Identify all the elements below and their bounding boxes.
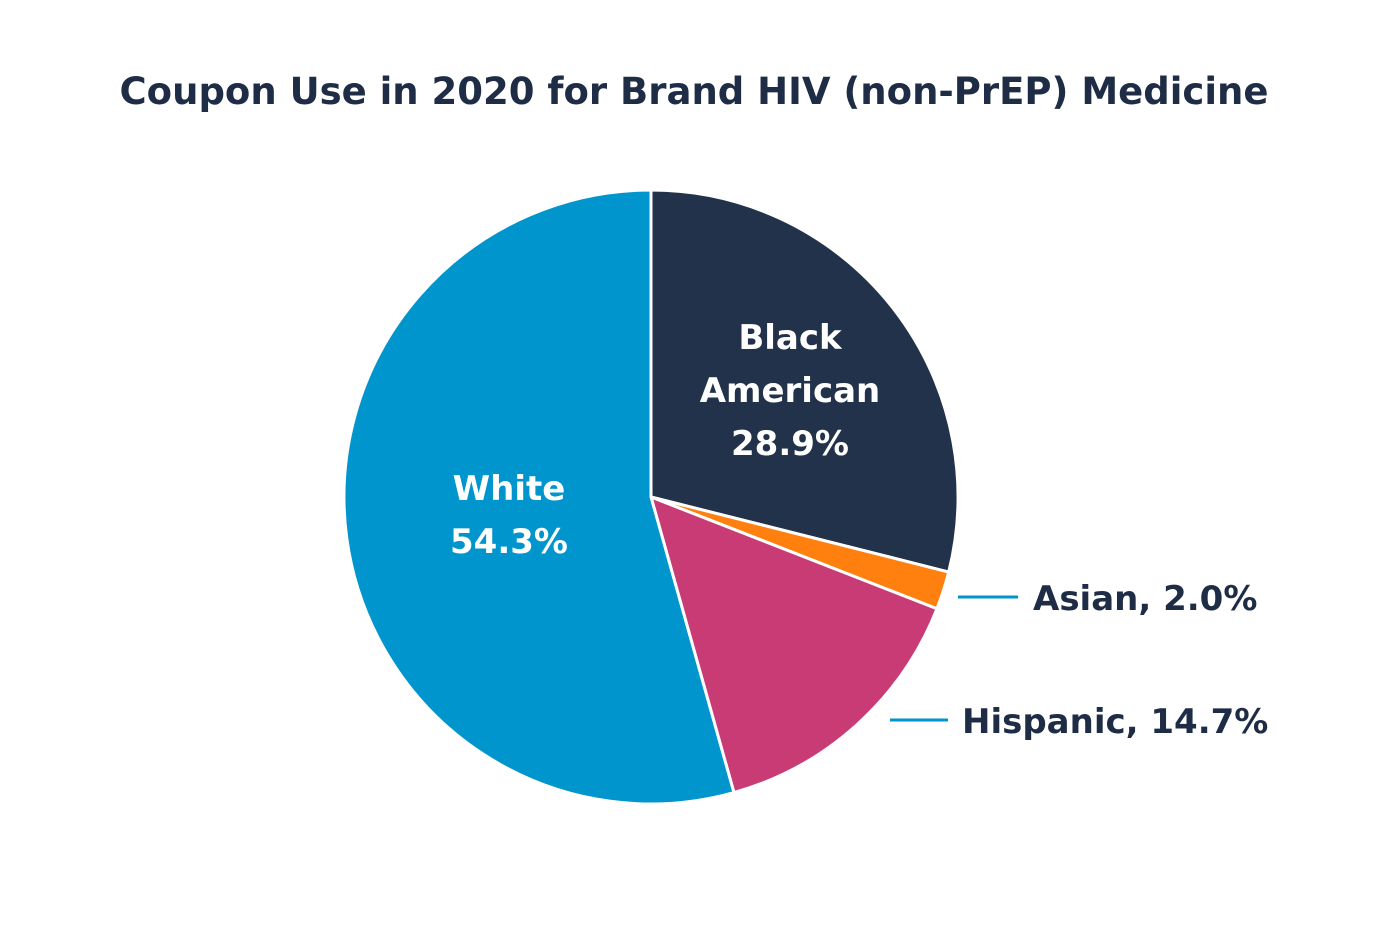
pie-slice-black-american xyxy=(649,188,960,574)
pie-slices xyxy=(342,188,960,806)
pie-slice-white xyxy=(342,188,736,806)
slice-labels: Black American 28.9% Asian, 2.0% Hispanic, 1… xyxy=(450,318,1268,742)
slice-label-black-american: Black American 28.9% xyxy=(700,318,881,464)
pie-slice-hispanic xyxy=(649,495,939,795)
slice-label-asian: Asian, 2.0% xyxy=(1033,579,1257,619)
slice-label-hispanic: Hispanic, 14.7% xyxy=(962,702,1268,742)
chart-title: Coupon Use in 2020 for Brand HIV (non-Pr… xyxy=(119,70,1269,113)
slice-label-white: White 54.3% xyxy=(450,469,568,562)
